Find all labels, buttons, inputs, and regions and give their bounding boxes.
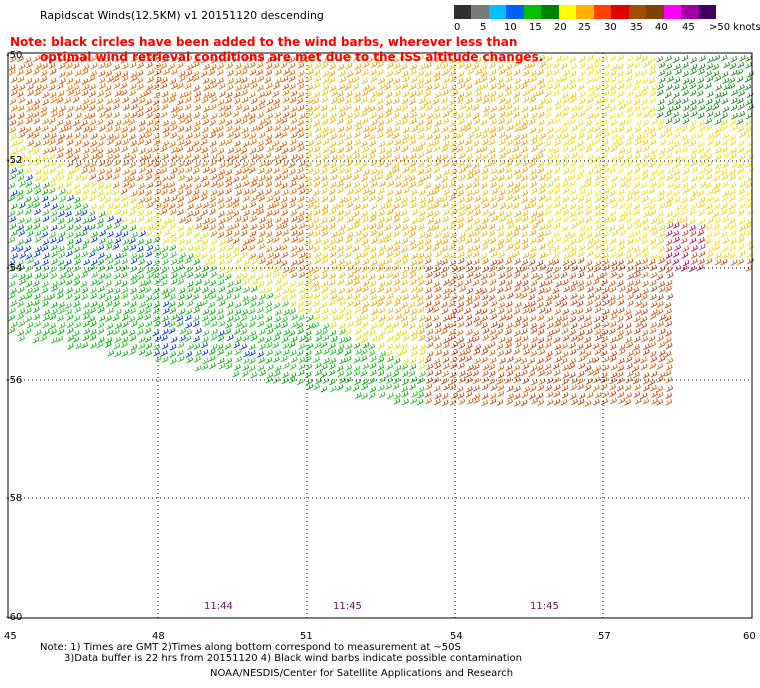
lon-label: 48: [152, 631, 165, 642]
lon-label: 45: [4, 631, 17, 642]
legend-swatch: [576, 5, 594, 19]
lon-label: 54: [450, 631, 463, 642]
wind-barb-group: [424, 257, 753, 407]
wind-barb-group: [656, 54, 754, 125]
wind-barb-group: [544, 54, 754, 260]
wind-barb-group: [8, 54, 306, 279]
map-grid: [8, 53, 752, 618]
legend-label: 45: [682, 22, 695, 33]
footer-line-1: Note: 1) Times are GMT 2)Times along bot…: [40, 642, 461, 653]
legend-label: 40: [655, 22, 668, 33]
time-label: 11:44: [204, 601, 233, 612]
note-line-2: optimal wind retrieval conditions are me…: [40, 50, 544, 64]
legend-label: 10: [504, 22, 517, 33]
wind-barb-group: [544, 54, 754, 260]
legend-label: >50 knots: [709, 22, 760, 33]
wind-barbs: [8, 54, 754, 407]
legend-swatch: [488, 5, 507, 19]
wind-barb-group: [8, 134, 427, 371]
legend-label: 0: [454, 22, 461, 33]
legend-swatch: [681, 5, 699, 19]
wind-barb-group: [8, 174, 426, 405]
legend-label: 20: [554, 22, 567, 33]
wind-barb-group: [664, 222, 706, 274]
wind-barb-group: [8, 167, 264, 358]
legend-swatch: [611, 5, 629, 19]
lon-label: 51: [300, 631, 313, 642]
legend-swatch: [663, 5, 682, 19]
legend-swatch: [628, 5, 647, 19]
lat-label: -56: [6, 375, 23, 386]
legend-swatch: [523, 5, 542, 19]
wind-barb-group: [304, 54, 547, 342]
note-line-1: Note: black circles have been added to t…: [10, 35, 518, 49]
legend-label: 30: [604, 22, 617, 33]
wind-barb-group: [8, 54, 306, 279]
color-legend: [454, 5, 717, 19]
footer-line-2: 3)Data buffer is 22 hrs from 20151120 4)…: [64, 653, 522, 664]
legend-swatch: [593, 5, 612, 19]
lon-label: 57: [598, 631, 611, 642]
legend-label: 35: [630, 22, 643, 33]
legend-label: 5: [480, 22, 487, 33]
lat-label: -54: [6, 263, 23, 274]
footer-line-3: NOAA/NESDIS/Center for Satellite Applica…: [210, 668, 514, 679]
legend-label: 25: [578, 22, 591, 33]
legend-swatch: [541, 5, 559, 19]
legend-swatch: [646, 5, 664, 19]
legend-swatch: [454, 5, 472, 19]
lon-label: 60: [743, 631, 756, 642]
time-label: 11:45: [530, 601, 559, 612]
wind-barb-group: [8, 168, 425, 406]
lat-label: -58: [6, 493, 23, 504]
lat-label: -60: [6, 612, 23, 623]
lat-label: -52: [6, 155, 23, 166]
map-title: Rapidscat Winds(12.5KM) v1 20151120 desc…: [40, 9, 324, 22]
legend-swatch: [471, 5, 489, 19]
wind-barb-group: [304, 54, 547, 337]
lat-label: -50: [6, 50, 23, 61]
wind-barb-group: [424, 257, 754, 407]
legend-swatch: [698, 5, 717, 19]
wind-barb-group: [665, 222, 705, 273]
map-frame: [7, 52, 753, 619]
legend-swatch: [506, 5, 524, 19]
legend-swatch: [558, 5, 577, 19]
legend-label: 15: [529, 22, 542, 33]
time-label: 11:45: [333, 601, 362, 612]
